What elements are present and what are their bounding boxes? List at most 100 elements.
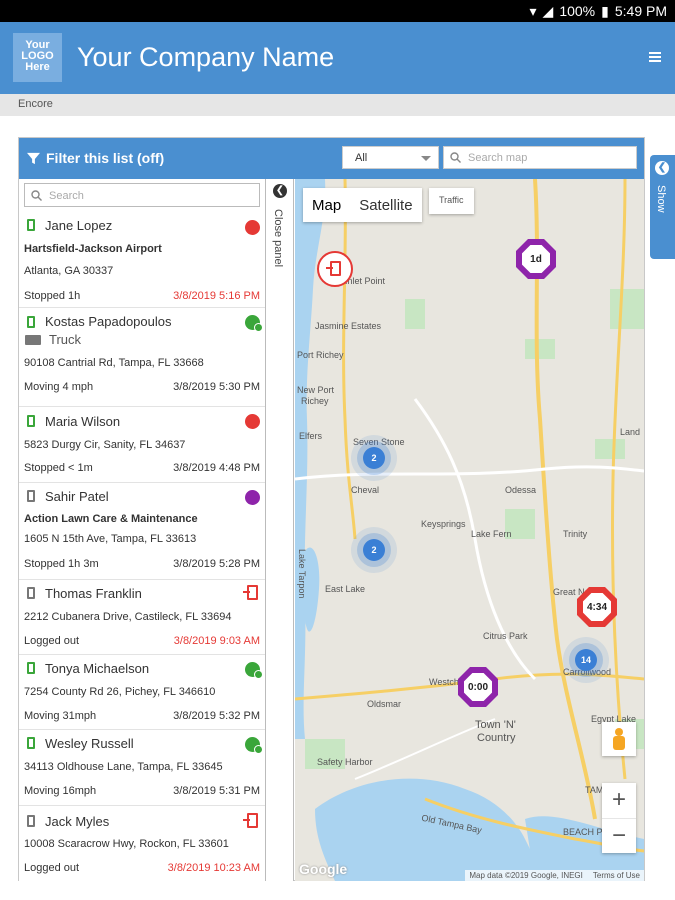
status-text: Logged out: [24, 635, 80, 647]
logo-line: LOGO: [21, 50, 54, 62]
app-header: Your LOGO Here Your Company Name: [0, 22, 675, 94]
menu-icon[interactable]: [649, 52, 661, 62]
phone-icon: [27, 415, 35, 427]
status-indicator: [245, 737, 263, 754]
timestamp: 3/8/2019 10:23 AM: [167, 862, 260, 874]
stop-marker-label: 0:00: [464, 673, 492, 701]
map-type-toggle: Map Satellite: [303, 188, 422, 222]
address: 10008 Scaracrow Hwy, Rockon, FL 33601: [24, 838, 229, 850]
status-indicator: [245, 315, 263, 332]
cluster-marker[interactable]: 14: [575, 649, 597, 671]
close-panel-label: Close panel: [272, 209, 284, 268]
search-map-input[interactable]: Search map: [443, 146, 637, 169]
logo-line: Your: [25, 39, 50, 51]
cluster-marker[interactable]: 2: [363, 447, 385, 469]
list-item[interactable]: Tonya Michaelson 7254 County Rd 26, Pich…: [19, 655, 265, 730]
tracking-panel: Filter this list (off) All Search map Se…: [18, 137, 645, 881]
list-item[interactable]: Sahir Patel Action Lawn Care & Maintenan…: [19, 483, 265, 580]
google-logo: Google: [299, 861, 348, 877]
cluster-marker[interactable]: 2: [363, 539, 385, 561]
status-indicator: [245, 490, 260, 505]
status-indicator: [245, 220, 260, 235]
list-item[interactable]: Jack Myles 10008 Scaracrow Hwy, Rockon, …: [19, 806, 265, 881]
phone-icon: [27, 815, 35, 827]
list-item[interactable]: Thomas Franklin 2212 Cubanera Drive, Cas…: [19, 580, 265, 655]
filter-label: Filter this list (off): [46, 150, 165, 166]
map-label: Great North: [553, 587, 601, 597]
show-label: Show: [655, 185, 667, 213]
street-view-pegman-icon[interactable]: [602, 722, 636, 756]
driver-list: Search Jane Lopez Hartsfield-Jackson Air…: [19, 179, 266, 881]
logout-marker[interactable]: [317, 251, 353, 287]
map-label: Inlet Point: [345, 276, 386, 286]
status-text: Logged out: [24, 862, 80, 874]
status-text: Stopped 1h 3m: [24, 558, 99, 570]
status-text: Moving 16mph: [24, 785, 97, 797]
map-label: Cheval: [351, 485, 380, 495]
logout-icon: [243, 813, 258, 828]
map-label: BEACH PARK: [563, 827, 621, 837]
map-label: Citrus Park: [483, 631, 528, 641]
stop-marker-label: 4:34: [583, 593, 611, 621]
driver-name: Wesley Russell: [45, 736, 134, 751]
address: 1605 N 15th Ave, Tampa, FL 33613: [24, 533, 197, 545]
traffic-toggle[interactable]: Traffic: [429, 188, 474, 214]
battery-icon: ▮: [601, 2, 609, 19]
map-label: Lake Fern: [471, 529, 512, 539]
terms-link[interactable]: Terms of Use: [592, 871, 640, 880]
map-label: Port Richey: [297, 350, 344, 360]
map-label: TAMPA: [585, 785, 615, 795]
map-label: Safety Harbor: [317, 757, 373, 767]
place-name: Action Lawn Care & Maintenance: [24, 513, 198, 525]
map-label: Oldsmar: [367, 699, 402, 709]
map-label: Lake Tarpon: [297, 549, 307, 599]
map-label: New Port: [297, 385, 335, 395]
breadcrumb[interactable]: Encore: [18, 98, 53, 110]
stop-marker[interactable]: 1d: [516, 239, 556, 279]
map-view[interactable]: Map Satellite Traffic Inlet Point Jasmin…: [295, 179, 644, 881]
battery-percent: 100%: [559, 3, 596, 19]
driver-name: Jane Lopez: [45, 218, 113, 233]
group-select[interactable]: All: [342, 146, 439, 169]
list-item[interactable]: Wesley Russell 34113 Oldhouse Lane, Tamp…: [19, 730, 265, 806]
breadcrumb-bar: Encore: [0, 94, 675, 116]
zoom-in-button[interactable]: +: [611, 786, 626, 813]
map-label: East Lake: [325, 584, 366, 594]
timestamp: 3/8/2019 5:16 PM: [173, 290, 260, 302]
status-indicator: [245, 414, 260, 429]
map-label: Country: [477, 732, 516, 744]
map-label: Town 'N': [475, 719, 516, 731]
zoom-control: + −: [602, 783, 636, 853]
close-panel-toggle[interactable]: ❮ Close panel: [266, 179, 294, 881]
map-label: Carrollwood: [563, 667, 612, 677]
phone-icon: [27, 219, 35, 231]
status-text: Stopped 1h: [24, 290, 81, 302]
chevron-down-icon: [421, 156, 431, 161]
stop-marker[interactable]: 4:34: [577, 587, 617, 627]
filter-toggle[interactable]: Filter this list (off): [27, 150, 164, 166]
map-label: Odessa: [505, 485, 537, 495]
map-type-satellite[interactable]: Satellite: [359, 196, 413, 214]
list-item[interactable]: Maria Wilson 5823 Durgy Cir, Sanity, FL …: [19, 407, 265, 483]
logout-icon: [243, 585, 258, 600]
driver-name: Sahir Patel: [45, 489, 109, 504]
map-label: Westch: [429, 677, 459, 687]
show-panel-tab[interactable]: ❮ Show: [650, 155, 675, 259]
list-search-input[interactable]: Search: [24, 183, 260, 207]
map-attribution: Map data ©2019 Google, INEGI Terms of Us…: [465, 870, 644, 881]
map-type-map[interactable]: Map: [312, 196, 342, 214]
filter-icon: [27, 152, 40, 164]
zoom-out-button[interactable]: −: [602, 818, 636, 853]
phone-icon: [27, 737, 35, 749]
list-item[interactable]: Kostas Papadopoulos Truck 90108 Cantrial…: [19, 308, 265, 407]
address: 2212 Cubanera Drive, Castileck, FL 33694: [24, 611, 232, 623]
map-label: Keysprings: [421, 519, 466, 529]
list-search-placeholder: Search: [49, 190, 84, 202]
driver-name: Thomas Franklin: [45, 586, 142, 601]
map-label: Land: [620, 427, 641, 437]
list-item[interactable]: Jane Lopez Hartsfield-Jackson Airport At…: [19, 213, 265, 308]
logout-icon: [326, 261, 341, 276]
stop-marker[interactable]: 0:00: [458, 667, 498, 707]
map-label: Seven Stone: [353, 437, 405, 447]
chevron-left-icon: ❮: [655, 161, 669, 175]
